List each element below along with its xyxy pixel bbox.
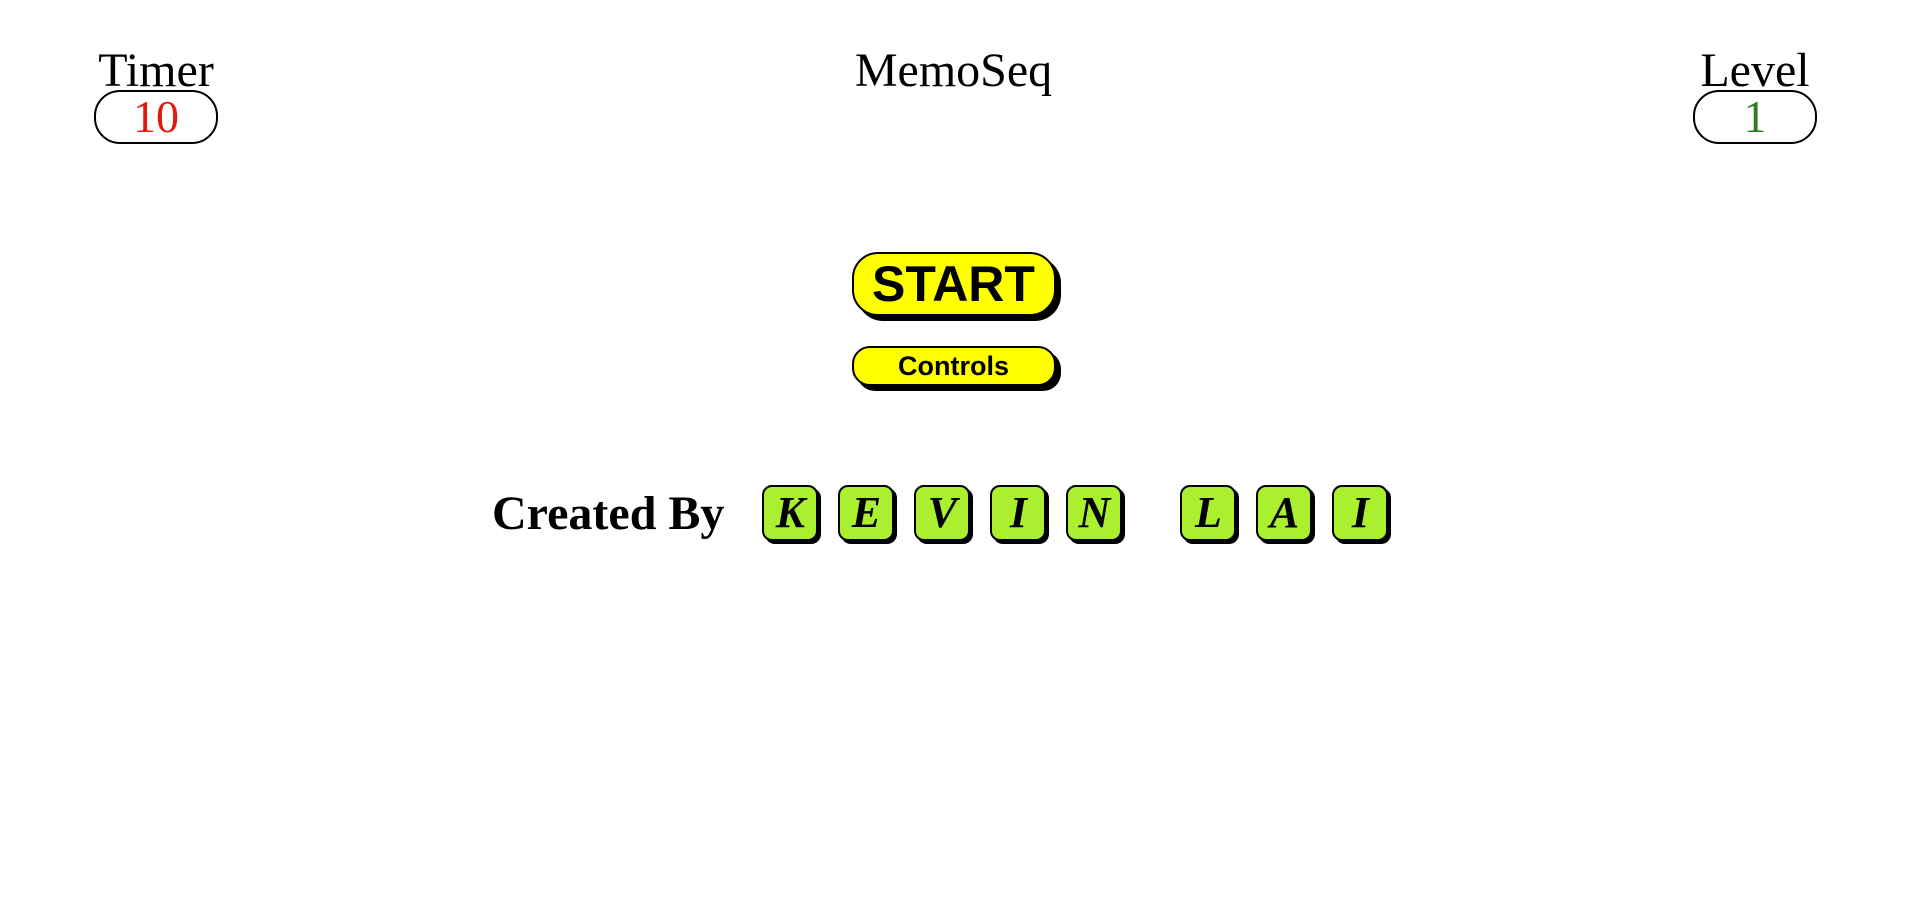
letter-tile: I xyxy=(1332,485,1389,541)
letter-tile: N xyxy=(1066,485,1123,541)
level-label: Level xyxy=(1700,44,1810,97)
controls-button[interactable]: Controls xyxy=(851,346,1056,386)
level-display: Level 1 xyxy=(1693,44,1817,144)
credits: Created By K E V I N L A I xyxy=(492,482,1408,544)
letter-tile: L xyxy=(1180,485,1237,541)
start-button[interactable]: START xyxy=(851,252,1056,316)
letter-tile: E xyxy=(838,485,895,541)
level-value: 1 xyxy=(1693,90,1817,144)
letter-tile: K xyxy=(762,485,819,541)
game-title: MemoSeq xyxy=(854,44,1053,97)
name-tiles: K E V I N L A I xyxy=(762,485,1408,541)
letter-tile: A xyxy=(1256,485,1313,541)
letter-tile: I xyxy=(990,485,1047,541)
letter-tile: V xyxy=(914,485,971,541)
credits-label: Created By xyxy=(492,486,725,540)
timer-label: Timer xyxy=(98,44,214,97)
timer-value: 10 xyxy=(94,90,218,144)
timer-display: Timer 10 xyxy=(94,44,218,144)
